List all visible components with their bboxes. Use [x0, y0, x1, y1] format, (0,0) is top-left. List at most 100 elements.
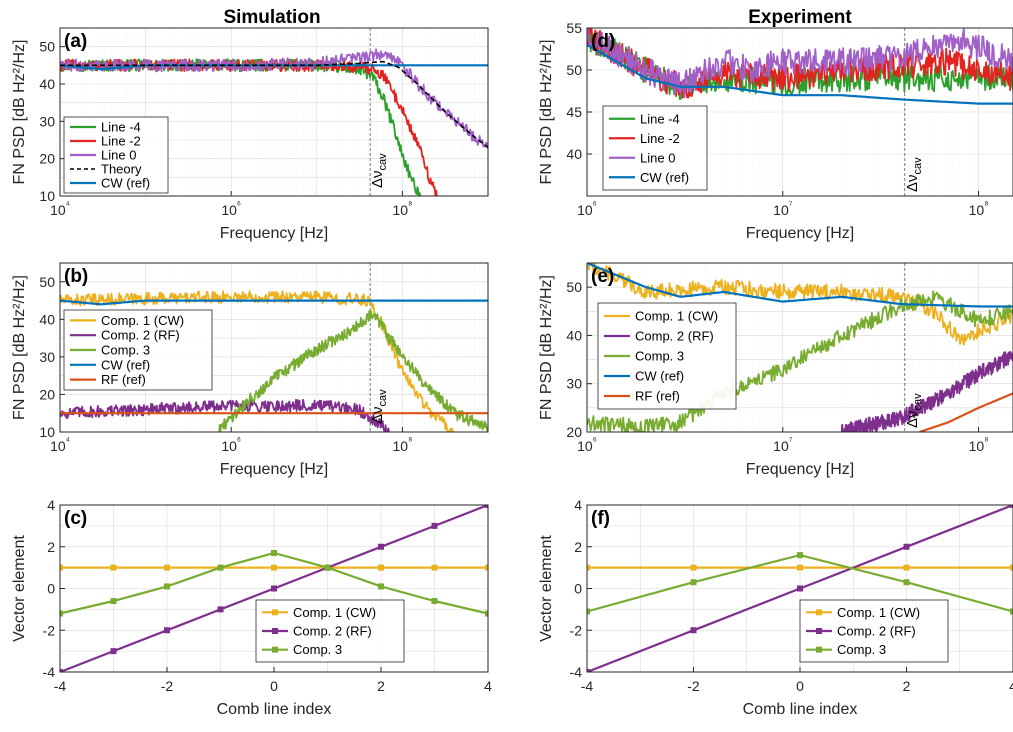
x-tick-label: -2: [161, 678, 174, 694]
legend-marker: [272, 628, 278, 634]
series-line: [587, 43, 1013, 105]
series-group-e: [587, 263, 1013, 432]
y-tick-label: 10: [39, 188, 55, 204]
x-tick-label: -4: [54, 678, 67, 694]
x-tick-label: 10⁴: [50, 200, 70, 218]
data-point: [797, 552, 803, 559]
legend-entry: Comp. 3: [635, 349, 684, 364]
data-point: [60, 610, 63, 617]
y-axis-label: FN PSD [dB Hz²/Hz]: [538, 275, 555, 420]
x-axis-label: Frequency [Hz]: [220, 461, 328, 478]
x-tick-label: 10⁷: [773, 436, 793, 454]
legend-entry: Comp. 2 (RF): [101, 328, 180, 343]
data-point: [110, 648, 117, 655]
x-tick-label: 10⁶: [577, 436, 597, 454]
legend-entry: Comp. 1 (CW): [293, 605, 376, 620]
series-group-f: [587, 505, 1013, 672]
panel-c: -4 -2 0 2 4 -4 -2 0 2 4 Comb line index Vector elem…: [11, 497, 492, 718]
data-point: [903, 564, 910, 571]
series-group-a: [60, 48, 488, 196]
x-tick-label: 2: [377, 678, 385, 694]
legend-marker: [816, 628, 822, 634]
x-tick-label: 10⁶: [221, 200, 241, 218]
y-axis-label: FN PSD [dB Hz²/Hz]: [11, 40, 28, 185]
data-point: [110, 598, 117, 605]
y-tick-label: 50: [566, 62, 582, 78]
y-tick-label: 40: [39, 76, 55, 92]
data-point: [164, 583, 170, 590]
legend-entry: Line -4: [101, 120, 141, 135]
y-tick-label: 30: [566, 376, 582, 392]
legend-d: Line -4 Line -2 Line 0 CW (ref): [602, 105, 708, 191]
series-line: [587, 28, 1013, 99]
series-group-d: [587, 28, 1013, 105]
x-tick-label: 10⁸: [969, 200, 989, 218]
x-axis-label: Frequency [Hz]: [746, 225, 854, 242]
legend-entry: CW (ref): [640, 170, 689, 185]
series-line: [60, 398, 390, 432]
data-point: [271, 585, 277, 592]
legend-entry: Comp. 3: [293, 642, 342, 657]
data-point: [60, 564, 63, 571]
panel-label: (d): [591, 31, 615, 52]
y-tick-label: 45: [566, 104, 582, 120]
legend-entry: Theory: [101, 162, 142, 177]
legend-e: Comp. 1 (CW) Comp. 2 (RF) Comp. 3 CW (ref) R…: [597, 302, 737, 410]
y-tick-label: 2: [47, 539, 55, 555]
cavity-label: Δνcav: [369, 389, 389, 424]
legend-entry: Comp. 3: [101, 343, 150, 358]
legend-f: Comp. 1 (CW) Comp. 2 (RF) Comp. 3: [799, 599, 949, 663]
x-tick-label: 2: [903, 678, 911, 694]
data-point: [485, 564, 488, 571]
data-point: [797, 585, 803, 592]
data-point: [324, 564, 331, 571]
y-tick-label: 40: [566, 146, 582, 162]
legend-marker: [272, 609, 278, 616]
axes-frame: [59, 262, 489, 433]
data-point: [271, 564, 277, 571]
data-point: [903, 579, 910, 586]
data-point: [1010, 608, 1013, 615]
y-tick-label: 40: [39, 311, 55, 327]
x-tick-label: 10⁸: [969, 436, 989, 454]
data-point: [271, 550, 277, 557]
legend-entry: RF (ref): [635, 389, 680, 404]
x-tick-label: -4: [581, 678, 594, 694]
x-tick-label: 10⁴: [50, 436, 70, 454]
data-point: [110, 564, 117, 571]
panel-e: 10⁶ 10⁷ 10⁸ 20 30 40 50 Frequency [Hz] FN PSD [d…: [538, 262, 1013, 478]
y-axis-label: Vector element: [11, 535, 28, 642]
y-tick-label: 40: [566, 327, 582, 343]
x-tick-label: 10⁶: [577, 200, 597, 218]
x-tick-label: 0: [270, 678, 278, 694]
data-point: [690, 564, 697, 571]
y-tick-label: 4: [47, 497, 55, 513]
legend-entry: Comp. 2 (RF): [837, 624, 916, 639]
y-tick-label: 50: [566, 279, 582, 295]
x-axis-label: Frequency [Hz]: [746, 461, 854, 478]
x-tick-label: 4: [1009, 678, 1013, 694]
cavity-label: Δνcav: [904, 157, 924, 192]
x-axis-label: Comb line index: [743, 701, 858, 718]
legend-box: [602, 105, 708, 191]
legend-entry: Line 0: [640, 150, 675, 165]
data-point: [378, 583, 384, 590]
y-tick-label: 30: [39, 113, 55, 129]
y-tick-label: -2: [570, 622, 583, 638]
legend-entry: Comp. 1 (CW): [101, 313, 184, 328]
x-tick-label: 10⁷: [773, 200, 793, 218]
y-tick-label: -2: [43, 622, 56, 638]
panel-label: (e): [591, 266, 614, 287]
x-tick-label: 10⁸: [393, 200, 413, 218]
panel-label: (f): [591, 508, 610, 529]
data-point: [378, 564, 384, 571]
data-point: [690, 579, 697, 586]
legend-marker: [272, 646, 278, 653]
axes-frame: [59, 27, 489, 197]
panel-b: 10⁴ 10⁶ 10⁸ 10 20 30 40 50 Frequency [Hz] FN PSD …: [11, 262, 489, 478]
y-tick-label: 50: [39, 39, 55, 55]
y-tick-label: 4: [574, 497, 582, 513]
data-point: [903, 543, 910, 550]
x-tick-label: 4: [484, 678, 492, 694]
